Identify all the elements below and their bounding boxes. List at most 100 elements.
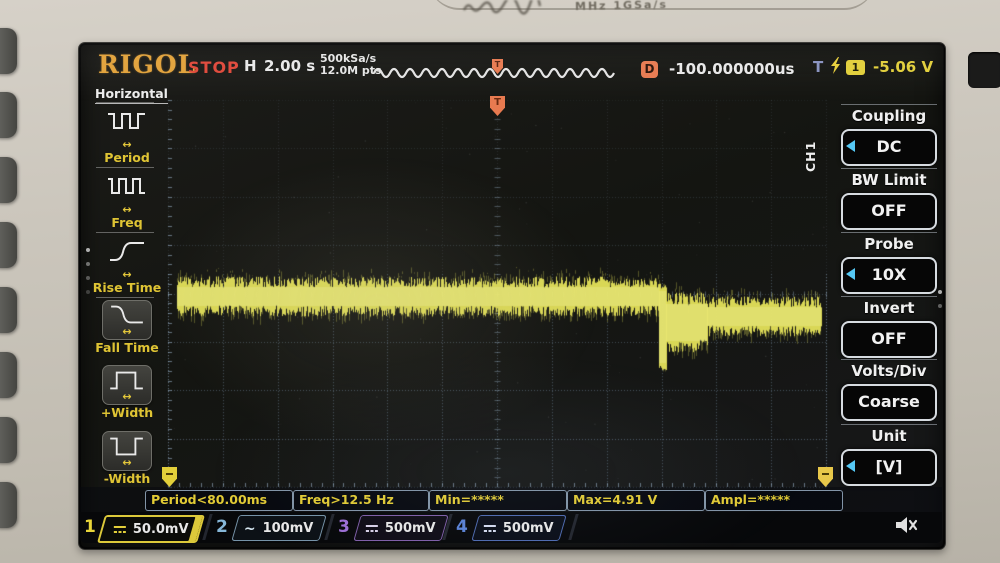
menu-scroll-dot xyxy=(86,262,90,266)
menu-value-text: [V] xyxy=(875,457,903,476)
right-menu-separator xyxy=(841,104,937,105)
fall-time-icon xyxy=(111,305,143,324)
plus-width-icon xyxy=(110,371,143,390)
fall-time-arrow-glyph: ↔ xyxy=(122,325,132,338)
right-menu-separator xyxy=(841,424,937,425)
left-menu-separator xyxy=(96,297,154,298)
channel-scale-box: 500mV xyxy=(471,515,567,541)
channel-number: 4 xyxy=(456,517,468,537)
channel-number: 3 xyxy=(338,517,350,537)
dc-coupling-icon xyxy=(366,524,379,532)
channel-scale-value: 50.0mV xyxy=(132,521,189,537)
measure-item-rise-time[interactable]: ↔ Rise Time xyxy=(92,236,162,295)
measurement-result: Freq>12.5 Hz xyxy=(293,490,429,511)
menu-value-voltsdiv[interactable]: Coarse xyxy=(841,384,937,421)
channel-scale-value: 500mV xyxy=(503,520,554,536)
channel-scale-value: 500mV xyxy=(385,520,436,536)
menu-value-text: OFF xyxy=(871,201,907,220)
measurement-result: Period<80.00ms xyxy=(145,490,293,511)
delay-badge: D xyxy=(641,61,658,78)
menu-label-voltsdiv: Volts/Div xyxy=(851,362,927,380)
menu-value-unit[interactable]: [V] xyxy=(841,449,937,486)
period-arrow-glyph: ↔ xyxy=(122,138,132,151)
menu-label-probe: Probe xyxy=(864,235,914,253)
freq-icon xyxy=(108,178,145,194)
right-menu-separator xyxy=(841,296,937,297)
dc-coupling-icon xyxy=(484,524,497,532)
channel-scale-box: 500mV xyxy=(353,515,449,541)
right-menu-separator xyxy=(841,232,937,233)
run-state-indicator: STOP xyxy=(188,58,240,77)
trigger-level-offscale-marker[interactable] xyxy=(818,467,833,487)
menu-value-bwlimit[interactable]: OFF xyxy=(841,193,937,230)
trigger-position-mini-marker[interactable]: T xyxy=(492,59,503,74)
channel-tab-label: CH1 xyxy=(803,140,818,172)
left-arrow-icon xyxy=(846,140,855,152)
menu-scroll-dot xyxy=(938,290,942,294)
measure-item-freq[interactable]: ↔ Freq xyxy=(92,171,162,230)
memory-depth-readout: 12.0M pts xyxy=(320,64,382,77)
menu-value-text: OFF xyxy=(871,329,907,348)
rise-time-icon xyxy=(110,242,144,261)
menu-scroll-dot xyxy=(86,276,90,280)
plus-width-arrow-glyph: ↔ xyxy=(122,390,132,403)
left-arrow-icon xyxy=(846,460,855,472)
left-menu-title: Horizontal xyxy=(95,86,168,104)
trigger-level-readout: -5.06 V xyxy=(873,58,934,76)
menu-label-unit: Unit xyxy=(871,427,907,445)
left-menu-separator xyxy=(96,102,154,103)
menu-value-probe[interactable]: 10X xyxy=(841,257,937,294)
horizontal-label: H xyxy=(244,57,257,75)
measurement-result: Max=4.91 V xyxy=(567,490,705,511)
left-menu-separator xyxy=(96,167,154,168)
measure-item-pwidth[interactable]: ↔ +Width xyxy=(92,365,162,420)
measure-item-label: Rise Time xyxy=(92,280,162,295)
channel-indicator-ch1[interactable]: 1 50.0mV xyxy=(84,514,206,543)
minus-width-arrow-glyph: ↔ xyxy=(122,456,132,469)
trigger-source-badge: 1 xyxy=(846,60,865,75)
measure-item-label: Fall Time xyxy=(95,340,159,355)
timebase-readout: 2.00 s xyxy=(264,57,316,75)
rigol-logo: RIGOL xyxy=(98,50,197,79)
menu-value-text: DC xyxy=(876,137,902,156)
menu-value-text: 10X xyxy=(871,265,907,284)
menu-value-coupling[interactable]: DC xyxy=(841,129,937,166)
right-menu-separator xyxy=(841,168,937,169)
horizontal-position-wave-icon xyxy=(373,67,615,79)
freq-arrow-glyph: ↔ xyxy=(122,203,132,216)
period-icon xyxy=(108,113,145,129)
trigger-position-marker[interactable]: T xyxy=(490,96,505,116)
sound-muted-icon xyxy=(896,517,918,533)
channel-scale-box: ~ 100mV xyxy=(231,515,327,541)
rise-time-arrow-glyph: ↔ xyxy=(122,268,132,281)
trigger-label: T xyxy=(813,58,824,76)
menu-value-text: Coarse xyxy=(858,392,920,411)
ch1-offset-marker[interactable] xyxy=(162,467,177,487)
measure-item-period[interactable]: ↔ Period xyxy=(92,106,162,165)
measurement-result: Min=***** xyxy=(429,490,567,511)
channel-number: 2 xyxy=(216,517,228,537)
channel-number: 1 xyxy=(84,517,96,537)
channel-indicator-ch3[interactable]: 3 500mV xyxy=(338,514,449,541)
menu-label-coupling: Coupling xyxy=(851,107,927,125)
measure-item-label: -Width xyxy=(103,471,151,486)
minus-width-icon xyxy=(110,437,143,456)
trigger-edge-icon xyxy=(831,57,840,74)
measure-item-nwidth[interactable]: ↔ -Width xyxy=(92,431,162,486)
menu-label-invert: Invert xyxy=(863,299,915,317)
right-menu-separator xyxy=(841,359,937,360)
dc-coupling-icon xyxy=(113,525,126,533)
left-menu-separator xyxy=(96,232,154,233)
channel-indicator-ch4[interactable]: 4 500mV xyxy=(456,514,567,541)
channel-indicator-ch2[interactable]: 2 ~ 100mV xyxy=(216,514,327,541)
channel-scale-value: 100mV xyxy=(262,520,314,536)
measure-item-fall-time[interactable]: ↔ Fall Time xyxy=(92,300,162,355)
measure-item-label: Freq xyxy=(111,215,143,230)
menu-label-bwlimit: BW Limit xyxy=(851,171,927,189)
measure-item-label: +Width xyxy=(100,405,154,420)
menu-value-invert[interactable]: OFF xyxy=(841,321,937,358)
channel-scale-box: 50.0mV xyxy=(96,515,206,543)
left-arrow-icon xyxy=(846,268,855,280)
measurement-result: Ampl=***** xyxy=(705,490,843,511)
